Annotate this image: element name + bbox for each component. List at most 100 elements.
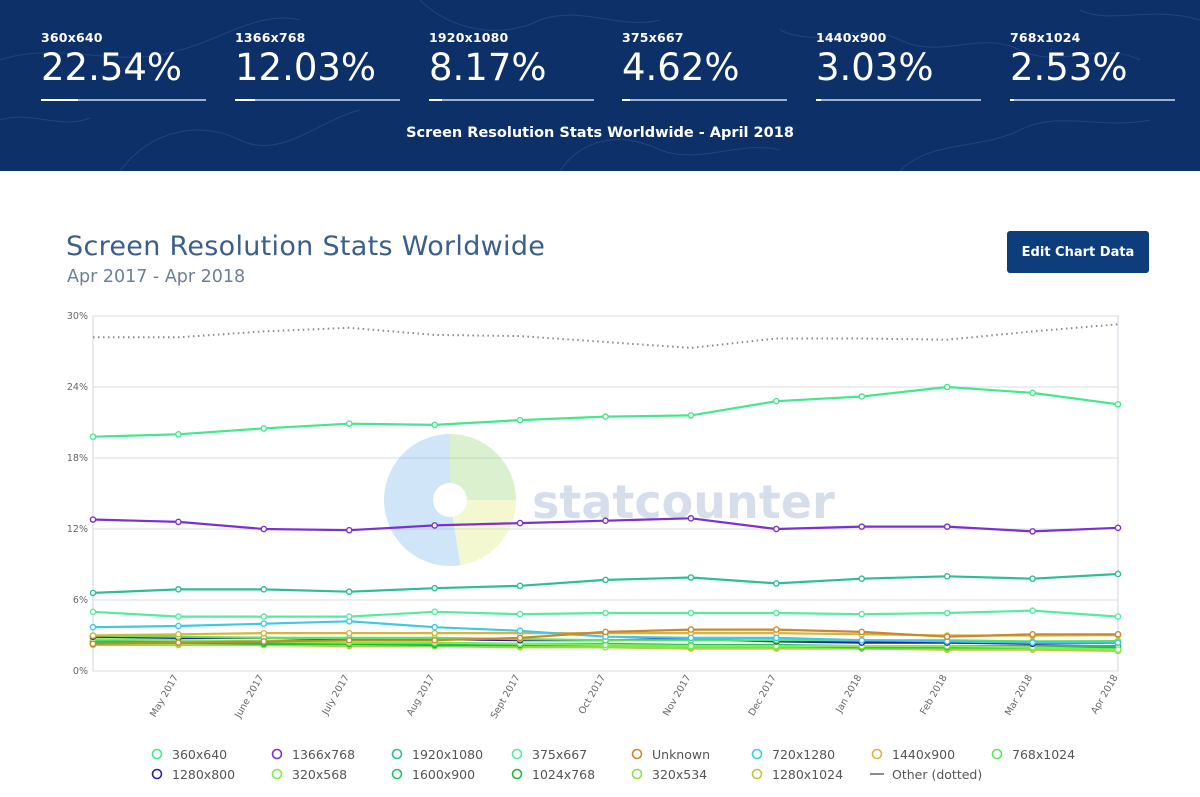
data-point (175, 431, 182, 438)
legend-label: 360x640 (172, 747, 228, 762)
legend-label: Other (dotted) (892, 767, 983, 782)
data-point (1114, 646, 1122, 654)
stat-progress-bar (622, 99, 787, 101)
data-point (175, 622, 182, 630)
data-point (89, 433, 97, 440)
data-point (858, 610, 866, 618)
data-point (687, 634, 695, 642)
legend-label: 768x1024 (1012, 747, 1076, 762)
data-point (858, 575, 866, 583)
data-point (687, 412, 695, 419)
data-point (943, 573, 951, 580)
data-point (175, 518, 182, 526)
legend-circle-icon (631, 768, 643, 780)
data-point (602, 413, 609, 420)
data-point (1114, 570, 1122, 578)
chart-subtitle: Apr 2017 - Apr 2018 (67, 267, 246, 287)
x-tick-label: Oct 2017 (577, 673, 608, 716)
data-point (602, 628, 609, 636)
x-tick-label: Feb 2018 (918, 673, 950, 717)
line-chart: 0% 6% 12% 18% 24% 30% statcounter May 2017 June … (67, 311, 1122, 721)
data-point (345, 420, 353, 427)
data-point (431, 522, 438, 529)
data-point (858, 523, 866, 530)
edit-chart-data-button[interactable]: Edit Chart Data (1007, 231, 1149, 273)
x-tick-label: Nov 2017 (661, 673, 693, 718)
legend-circle-icon (631, 748, 643, 760)
stat-progress-bar (235, 99, 400, 101)
data-point (431, 636, 438, 644)
data-point (345, 526, 353, 534)
data-point (1029, 631, 1036, 638)
data-point (1029, 528, 1036, 535)
data-point (773, 580, 780, 587)
data-point (431, 623, 438, 631)
data-point (773, 609, 780, 617)
legend-line-icon (870, 773, 884, 775)
data-point (943, 633, 951, 640)
data-point (345, 629, 353, 637)
stat-label: 768x1024 (1010, 30, 1081, 45)
y-tick-label: 0% (73, 666, 88, 677)
stat-label: 375x667 (622, 30, 684, 45)
stat-label: 1920x1080 (429, 30, 509, 45)
stat-value: 2.53% (1010, 46, 1128, 89)
data-point (1029, 389, 1036, 397)
stat-progress-bar (429, 99, 594, 101)
data-point (260, 613, 268, 620)
x-tick-label: Apr 2018 (1089, 673, 1120, 716)
stat-progress-fill (816, 99, 821, 101)
data-point (516, 582, 524, 590)
legend-label: 1024x768 (532, 767, 596, 782)
data-point (89, 589, 97, 597)
y-tick-label: 18% (67, 453, 88, 464)
stat-value: 22.54% (41, 46, 183, 89)
data-point (345, 588, 353, 596)
legend-circle-icon (271, 768, 283, 780)
data-point (175, 586, 182, 593)
legend-label: Unknown (652, 747, 711, 762)
data-point (1114, 639, 1122, 646)
y-tick-label: 24% (67, 382, 88, 393)
legend-label: 1440x900 (892, 747, 956, 762)
stat-value: 8.17% (429, 46, 547, 89)
legend-circle-icon (151, 768, 163, 780)
data-point (943, 609, 951, 617)
data-point (858, 393, 866, 400)
data-point (175, 639, 182, 646)
chart-title: Screen Resolution Stats Worldwide (66, 231, 546, 262)
data-point (345, 613, 353, 620)
data-point (858, 636, 866, 644)
stat-3: 375x667 4.62% (622, 30, 787, 101)
legend-circle-icon (511, 748, 523, 760)
stat-progress-bar (816, 99, 981, 101)
legend-circle-icon (271, 748, 283, 760)
x-tick-label: Dec 2017 (747, 673, 779, 718)
data-point (687, 574, 695, 581)
legend-label: 1280x1024 (772, 767, 844, 782)
legend-circle-icon (151, 748, 163, 760)
data-point (431, 584, 438, 592)
data-point (773, 525, 780, 533)
x-tick-label: Mar 2018 (1003, 673, 1035, 718)
series-line-Other (dotted) (93, 323, 1119, 349)
data-point (89, 608, 97, 616)
stat-progress-fill (235, 99, 255, 101)
legend-label: 1280x800 (172, 767, 236, 782)
stats-header: 360x640 22.54% 1366x768 12.03% 1920x1080 8.17… (0, 0, 1200, 171)
world-map-background (0, 0, 1200, 171)
stat-value: 4.62% (622, 46, 740, 89)
data-point (1114, 524, 1122, 532)
legend-circle-icon (871, 748, 883, 760)
data-point (89, 640, 97, 648)
stat-4: 1440x900 3.03% (816, 30, 981, 101)
data-point (516, 627, 524, 635)
data-point (89, 632, 97, 639)
stat-progress-fill (41, 99, 78, 101)
stat-label: 1440x900 (816, 30, 887, 45)
series-line-360x640 (92, 385, 1119, 438)
y-tick-label: 12% (67, 524, 88, 535)
stat-progress-fill (429, 99, 442, 101)
stat-value: 3.03% (816, 46, 934, 89)
legend-circle-icon (991, 748, 1003, 760)
